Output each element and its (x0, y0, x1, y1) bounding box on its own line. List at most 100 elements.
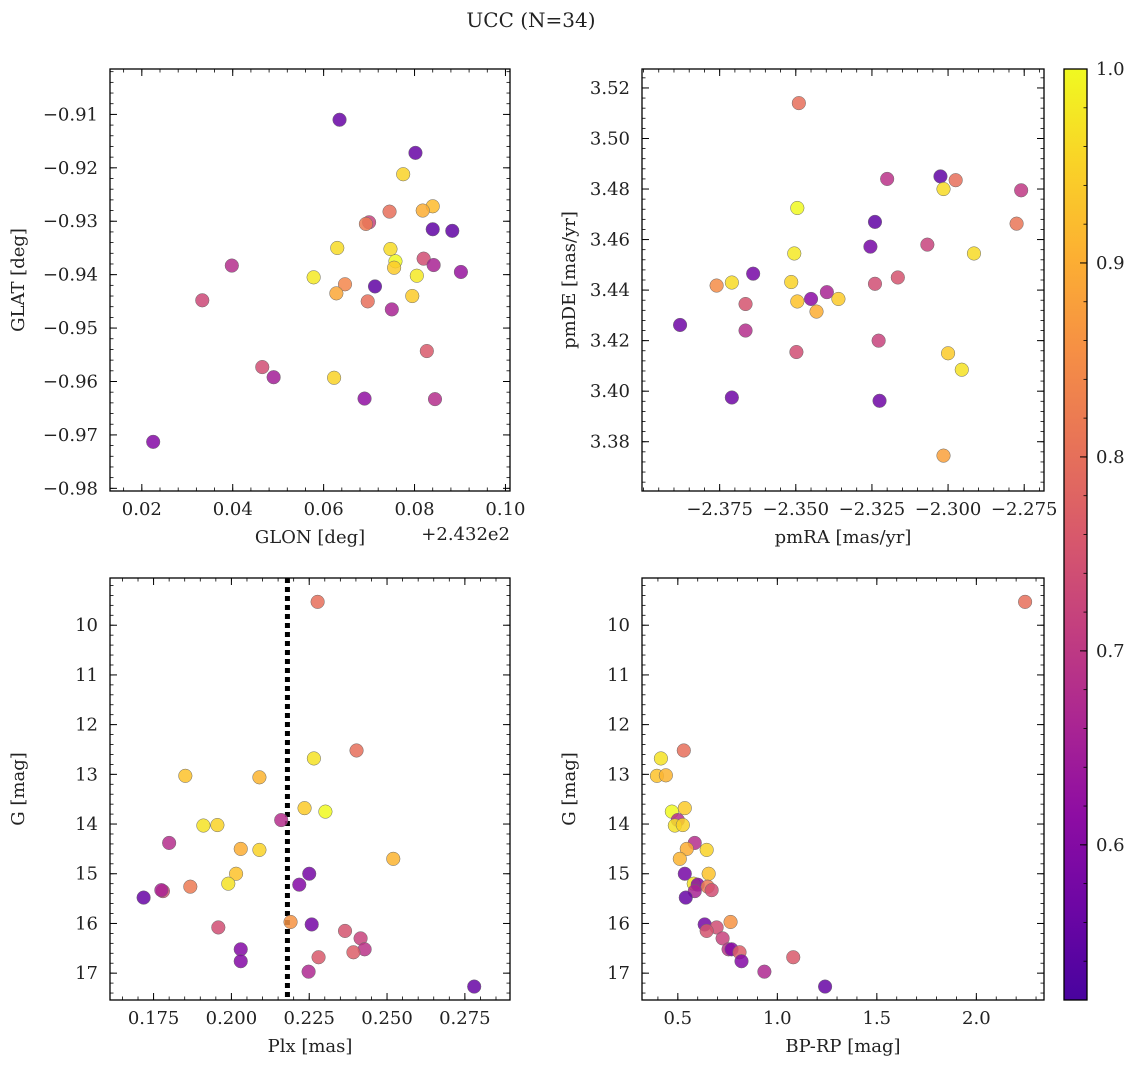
scatter-point (416, 251, 431, 266)
x-tick-label: 0.175 (128, 1008, 180, 1029)
y-tick-label: 15 (607, 864, 630, 885)
scatter-point (723, 914, 738, 930)
y-tick-label: −0.97 (43, 425, 98, 446)
y-tick-label: 3.38 (590, 432, 630, 453)
scatter-point (425, 222, 440, 237)
y-tick-label: 3.44 (590, 280, 630, 301)
scatter-point (676, 743, 691, 758)
x-tick-label: 0.5 (664, 1008, 693, 1029)
scatter-point (784, 274, 799, 290)
scatter-point (757, 964, 772, 979)
scatter-point (701, 866, 716, 881)
scatter-point (863, 239, 878, 254)
y-tick-label: 12 (607, 715, 630, 736)
scatter-point (306, 751, 321, 766)
scatter-point (677, 866, 692, 881)
y-tick-label: 3.50 (590, 128, 630, 149)
axis-ticks (110, 69, 510, 491)
x-axis-label: pmRA [mas/yr] (775, 527, 912, 548)
y-tick-label: 17 (75, 963, 98, 984)
scatter-point (387, 260, 402, 275)
scatter-points (673, 96, 1029, 463)
scatter-point (819, 285, 834, 300)
axis-ticks (642, 69, 1044, 491)
plot-frame (109, 577, 511, 1001)
scatter-point (746, 266, 761, 281)
y-tick-label: −0.93 (43, 211, 98, 232)
y-tick-label: 17 (607, 963, 630, 984)
scatter-point (867, 214, 883, 229)
scatter-point (831, 291, 846, 307)
x-tick-label: 0.250 (361, 1008, 413, 1029)
scatter-point (136, 890, 151, 905)
y-tick-label: 3.48 (590, 179, 630, 200)
scatter-point (936, 448, 951, 463)
y-tick-label: −0.92 (43, 158, 98, 179)
scatter-points (649, 594, 1033, 994)
scatter-point (867, 276, 883, 291)
y-tick-label: −0.96 (43, 371, 98, 392)
y-tick-label: 14 (75, 814, 98, 835)
scatter-point (330, 240, 345, 255)
y-tick-label: 10 (607, 615, 630, 636)
scatter-point (653, 751, 668, 766)
scatter-point (301, 964, 316, 979)
scatter-point (346, 945, 361, 960)
x-tick-label: 0.08 (395, 499, 435, 520)
scatter-point (709, 278, 724, 293)
scatter-point (672, 851, 687, 866)
scatter-point (329, 286, 344, 301)
y-tick-label: 11 (75, 665, 98, 686)
scatter-point (211, 920, 226, 935)
x-tick-label: −2.350 (762, 499, 829, 520)
x-tick-label: 2.0 (962, 1008, 991, 1029)
scatter-point (790, 294, 805, 309)
scatter-point (384, 302, 399, 317)
scatter-point (292, 877, 307, 892)
scatter-points (146, 112, 468, 449)
scatter-point (382, 204, 397, 219)
colorbar-tick-label: 1.0 (1096, 59, 1125, 80)
scatter-point (349, 743, 364, 758)
scatter-point (704, 883, 719, 898)
scatter-point (871, 333, 886, 348)
x-tick-label: 0.06 (304, 499, 344, 520)
scatter-point (715, 931, 730, 946)
scatter-point (426, 257, 441, 273)
scatter-point (880, 171, 895, 186)
scatter-point (221, 876, 236, 891)
y-axis-label: GLAT [deg] (8, 228, 29, 332)
scatter-point (948, 173, 963, 188)
y-tick-label: 13 (75, 764, 98, 785)
colorbar-tick-label: 0.9 (1096, 253, 1125, 274)
scatter-point (255, 360, 270, 375)
scatter-point (327, 370, 342, 385)
axis-ticks (110, 578, 510, 1000)
scatter-point (738, 296, 753, 312)
scatter-point (318, 804, 333, 819)
scatter-point (383, 241, 398, 257)
x-offset-label: +2.432e2 (421, 524, 510, 545)
scatter-point (872, 393, 887, 408)
scatter-point (195, 293, 210, 308)
plot-frame (109, 68, 511, 492)
panel-1: 0.02 0.04 0.06 0.08 0.10 −0.91 −0.92 −0.93 −0.94… (8, 68, 525, 548)
scatter-point (210, 817, 225, 833)
scatter-point (803, 291, 819, 307)
y-tick-label: 12 (75, 715, 98, 736)
y-tick-label: 15 (75, 864, 98, 885)
x-tick-label: 1.0 (763, 1008, 792, 1029)
scatter-point (405, 288, 420, 304)
scatter-point (162, 835, 177, 850)
scatter-point (409, 268, 424, 283)
scatter-point (360, 294, 375, 309)
scatter-point (386, 851, 401, 866)
y-tick-label: 13 (607, 764, 630, 785)
colorbar-tick-label: 0.6 (1096, 835, 1125, 856)
x-tick-label: 1.5 (863, 1008, 892, 1029)
scatter-point (311, 950, 326, 965)
scatter-point (252, 770, 267, 785)
x-tick-label: 0.02 (122, 499, 162, 520)
scatter-point (467, 979, 482, 994)
